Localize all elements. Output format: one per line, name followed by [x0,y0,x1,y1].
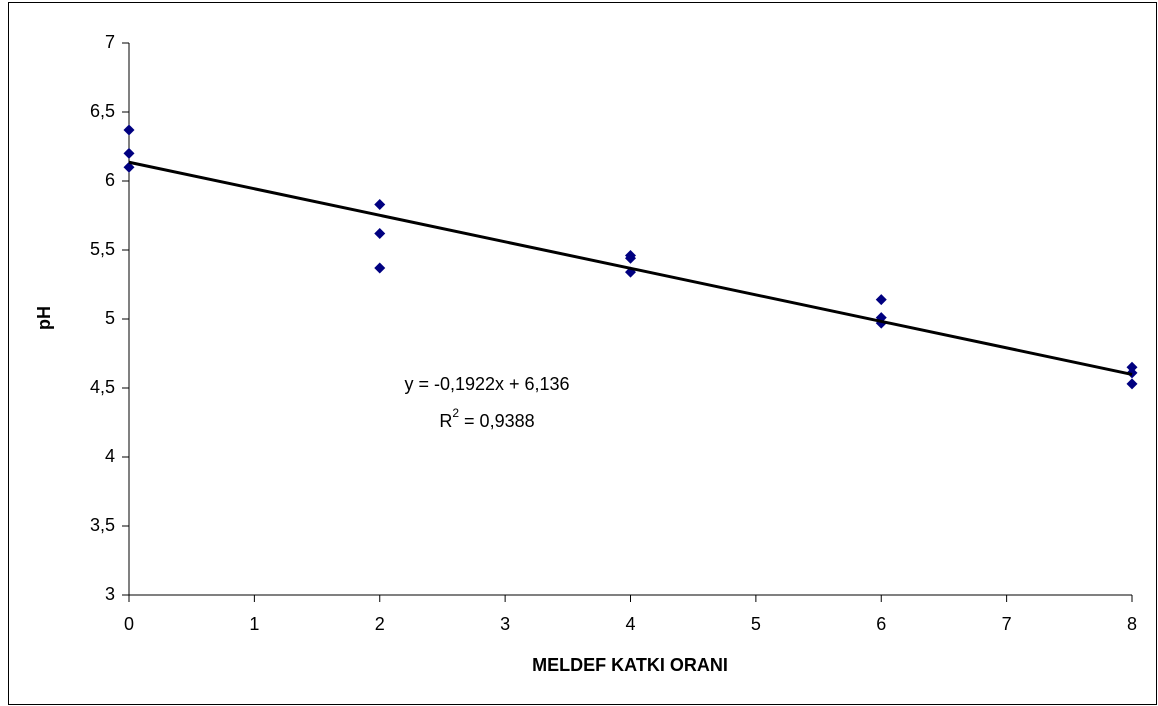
x-tick-label: 3 [500,614,510,634]
data-point [123,147,135,159]
data-point [875,294,887,306]
trendline-r2: R2 = 0,9388 [439,406,534,431]
r2-rest: = 0,9388 [459,411,535,431]
x-tick-label: 1 [249,614,259,634]
y-tick-label: 5,5 [90,239,115,259]
x-tick-label: 6 [876,614,886,634]
r2-base: R [439,411,452,431]
x-tick-label: 2 [375,614,385,634]
data-point [1126,378,1138,390]
r2-sup: 2 [452,406,459,420]
x-tick-label: 0 [124,614,134,634]
y-tick-label: 4,5 [90,377,115,397]
x-tick-label: 4 [625,614,635,634]
x-tick-label: 5 [751,614,761,634]
data-point [374,262,386,274]
x-axis-title: MELDEF KATKI ORANI [532,655,728,675]
y-tick-label: 7 [105,32,115,52]
y-tick-label: 3 [105,584,115,604]
data-point [1126,361,1138,373]
data-point [123,124,135,136]
data-point [1126,367,1138,379]
y-tick-label: 4 [105,446,115,466]
x-tick-label: 8 [1127,614,1137,634]
y-tick-label: 6 [105,170,115,190]
chart-frame [8,2,1157,705]
trendline-equation: y = -0,1922x + 6,136 [404,374,569,394]
data-point [123,161,135,173]
trendline [128,160,1133,376]
x-tick-label: 7 [1002,614,1012,634]
y-tick-label: 6,5 [90,101,115,121]
y-tick-label: 5 [105,308,115,328]
y-tick-label: 3,5 [90,515,115,535]
data-point [625,252,636,264]
y-axis-title: pH [34,306,54,330]
data-point [374,227,386,239]
data-point [374,198,386,210]
